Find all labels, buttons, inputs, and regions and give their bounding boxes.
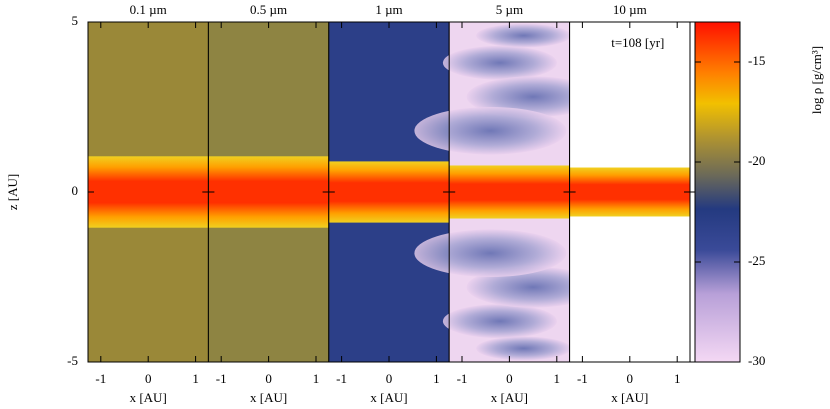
x-tick-label: 1: [674, 371, 681, 386]
density-blob: [442, 45, 557, 80]
midplane-layer: [208, 156, 329, 228]
x-tick-label: -1: [457, 371, 468, 386]
density-blob: [466, 266, 600, 308]
x-tick-label: 0: [145, 371, 152, 386]
x-axis-label: x [AU]: [611, 390, 648, 405]
density-blob: [414, 229, 567, 277]
density-blob: [476, 23, 572, 48]
x-tick-label: -1: [95, 371, 106, 386]
midplane-layer: [569, 167, 690, 217]
colorbar: [694, 21, 741, 363]
density-blob: [442, 304, 557, 339]
x-tick-label: 1: [313, 371, 320, 386]
midplane-layer: [88, 156, 209, 228]
y-axis-label: z [AU]: [5, 174, 20, 210]
y-tick-label: 5: [72, 13, 79, 28]
panel-title: 0.1 µm: [130, 2, 167, 17]
x-axis-label: x [AU]: [250, 390, 287, 405]
y-tick-label: 0: [72, 183, 79, 198]
panel-title: 0.5 µm: [250, 2, 287, 17]
density-blob: [476, 336, 572, 361]
y-tick-label: -5: [67, 353, 78, 368]
midplane-layer: [449, 165, 570, 219]
density-blob: [466, 76, 600, 118]
annotation: t=108 [yr]: [611, 35, 664, 50]
colorbar-tick-label: -25: [748, 253, 765, 268]
panel-title: 10 µm: [613, 2, 647, 17]
x-axis-label: x [AU]: [130, 390, 167, 405]
x-tick-label: -1: [336, 371, 347, 386]
x-tick-label: -1: [216, 371, 227, 386]
colorbar-label: log ρ [g/cm³]: [809, 46, 824, 114]
panel-title: 5 µm: [496, 2, 523, 17]
x-axis-label: x [AU]: [491, 390, 528, 405]
x-tick-label: 0: [506, 371, 513, 386]
colorbar-tick-label: -15: [748, 53, 765, 68]
midplane-layer: [328, 161, 450, 223]
x-tick-label: -1: [577, 371, 588, 386]
x-tick-label: 1: [192, 371, 199, 386]
colorbar-tick-label: -20: [748, 153, 765, 168]
density-blob: [414, 107, 567, 155]
colorbar-tick-label: -30: [748, 353, 765, 368]
panel-title: 1 µm: [375, 2, 402, 17]
x-axis-label: x [AU]: [370, 390, 407, 405]
x-tick-label: 1: [554, 371, 561, 386]
x-tick-label: 0: [627, 371, 634, 386]
x-tick-label: 1: [433, 371, 440, 386]
x-tick-label: 0: [386, 371, 393, 386]
x-tick-label: 0: [265, 371, 272, 386]
